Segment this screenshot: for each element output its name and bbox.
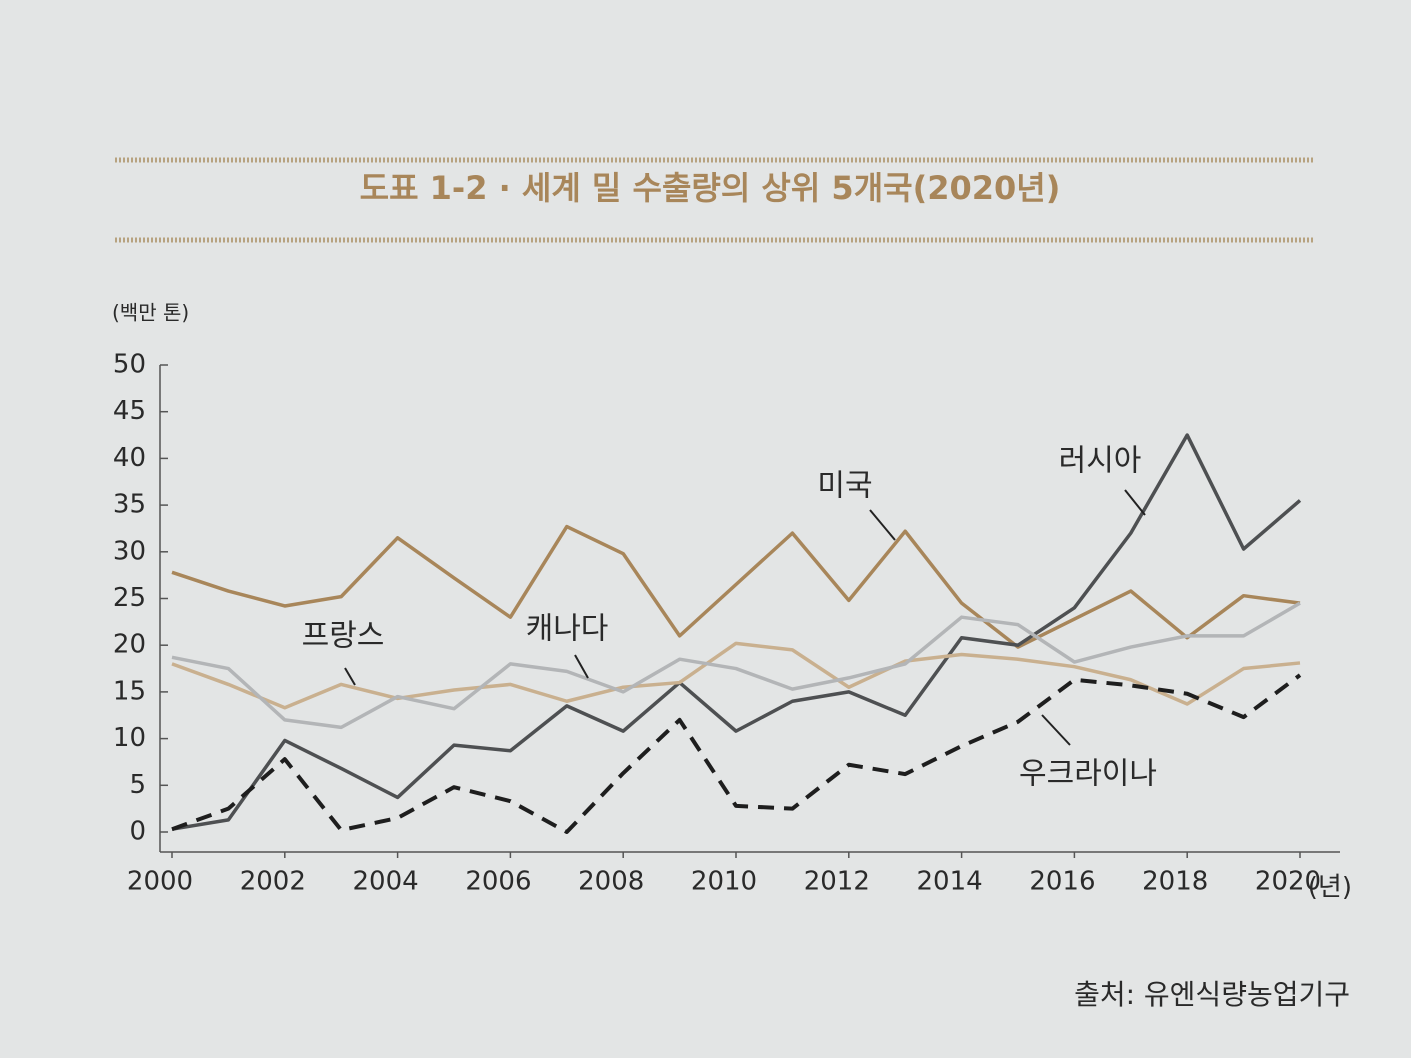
x-tick-label: 2020 xyxy=(1255,867,1321,897)
source: 출처: 유엔식량농업기구 xyxy=(1074,978,1350,1011)
y-tick-label: 25 xyxy=(113,583,146,613)
x-tick-label: 2006 xyxy=(465,867,531,897)
x-tick-label: 2000 xyxy=(127,867,193,897)
leader-line xyxy=(574,654,589,679)
chart-title: 도표 1-2 · 세계 밀 수출량의 상위 5개국(2020년) xyxy=(360,169,1061,207)
y-tick-label: 40 xyxy=(113,443,146,473)
leader-line xyxy=(344,667,356,686)
x-tick-label: 2002 xyxy=(240,867,306,897)
y-tick-label: 20 xyxy=(113,630,146,660)
series-label: 러시아 xyxy=(1059,444,1142,479)
x-tick-label: 2018 xyxy=(1142,867,1208,897)
x-tick-label: 2016 xyxy=(1029,867,1095,897)
x-tick-label: 2012 xyxy=(804,867,870,897)
series-line xyxy=(171,524,1301,649)
series-line xyxy=(171,601,1301,730)
x-axis-label: (년) xyxy=(1308,873,1352,903)
series-line xyxy=(171,433,1302,831)
y-tick-label: 10 xyxy=(113,723,146,753)
leader-line xyxy=(1041,714,1071,746)
series-line xyxy=(171,641,1301,710)
y-tick-label: 0 xyxy=(129,817,146,847)
series-line xyxy=(171,673,1302,834)
x-tick-label: 2004 xyxy=(353,867,419,897)
y-tick-label: 15 xyxy=(113,676,146,706)
y-tick-label: 35 xyxy=(113,490,146,520)
y-tick-label: 50 xyxy=(113,350,146,380)
y-axis-label: (백만 톤) xyxy=(112,301,189,325)
y-tick-label: 45 xyxy=(113,396,146,426)
x-tick-label: 2014 xyxy=(917,867,983,897)
x-tick-label: 2008 xyxy=(578,867,644,897)
series-label: 캐나다 xyxy=(526,612,609,647)
leader-line xyxy=(869,509,896,541)
leader-line xyxy=(1124,489,1146,516)
series-label: 우크라이나 xyxy=(1019,757,1157,792)
y-tick-label: 5 xyxy=(129,770,146,800)
series-label: 프랑스 xyxy=(302,619,385,654)
x-tick-label: 2010 xyxy=(691,867,757,897)
y-tick-label: 30 xyxy=(113,536,146,566)
series-label: 미국 xyxy=(817,469,872,504)
